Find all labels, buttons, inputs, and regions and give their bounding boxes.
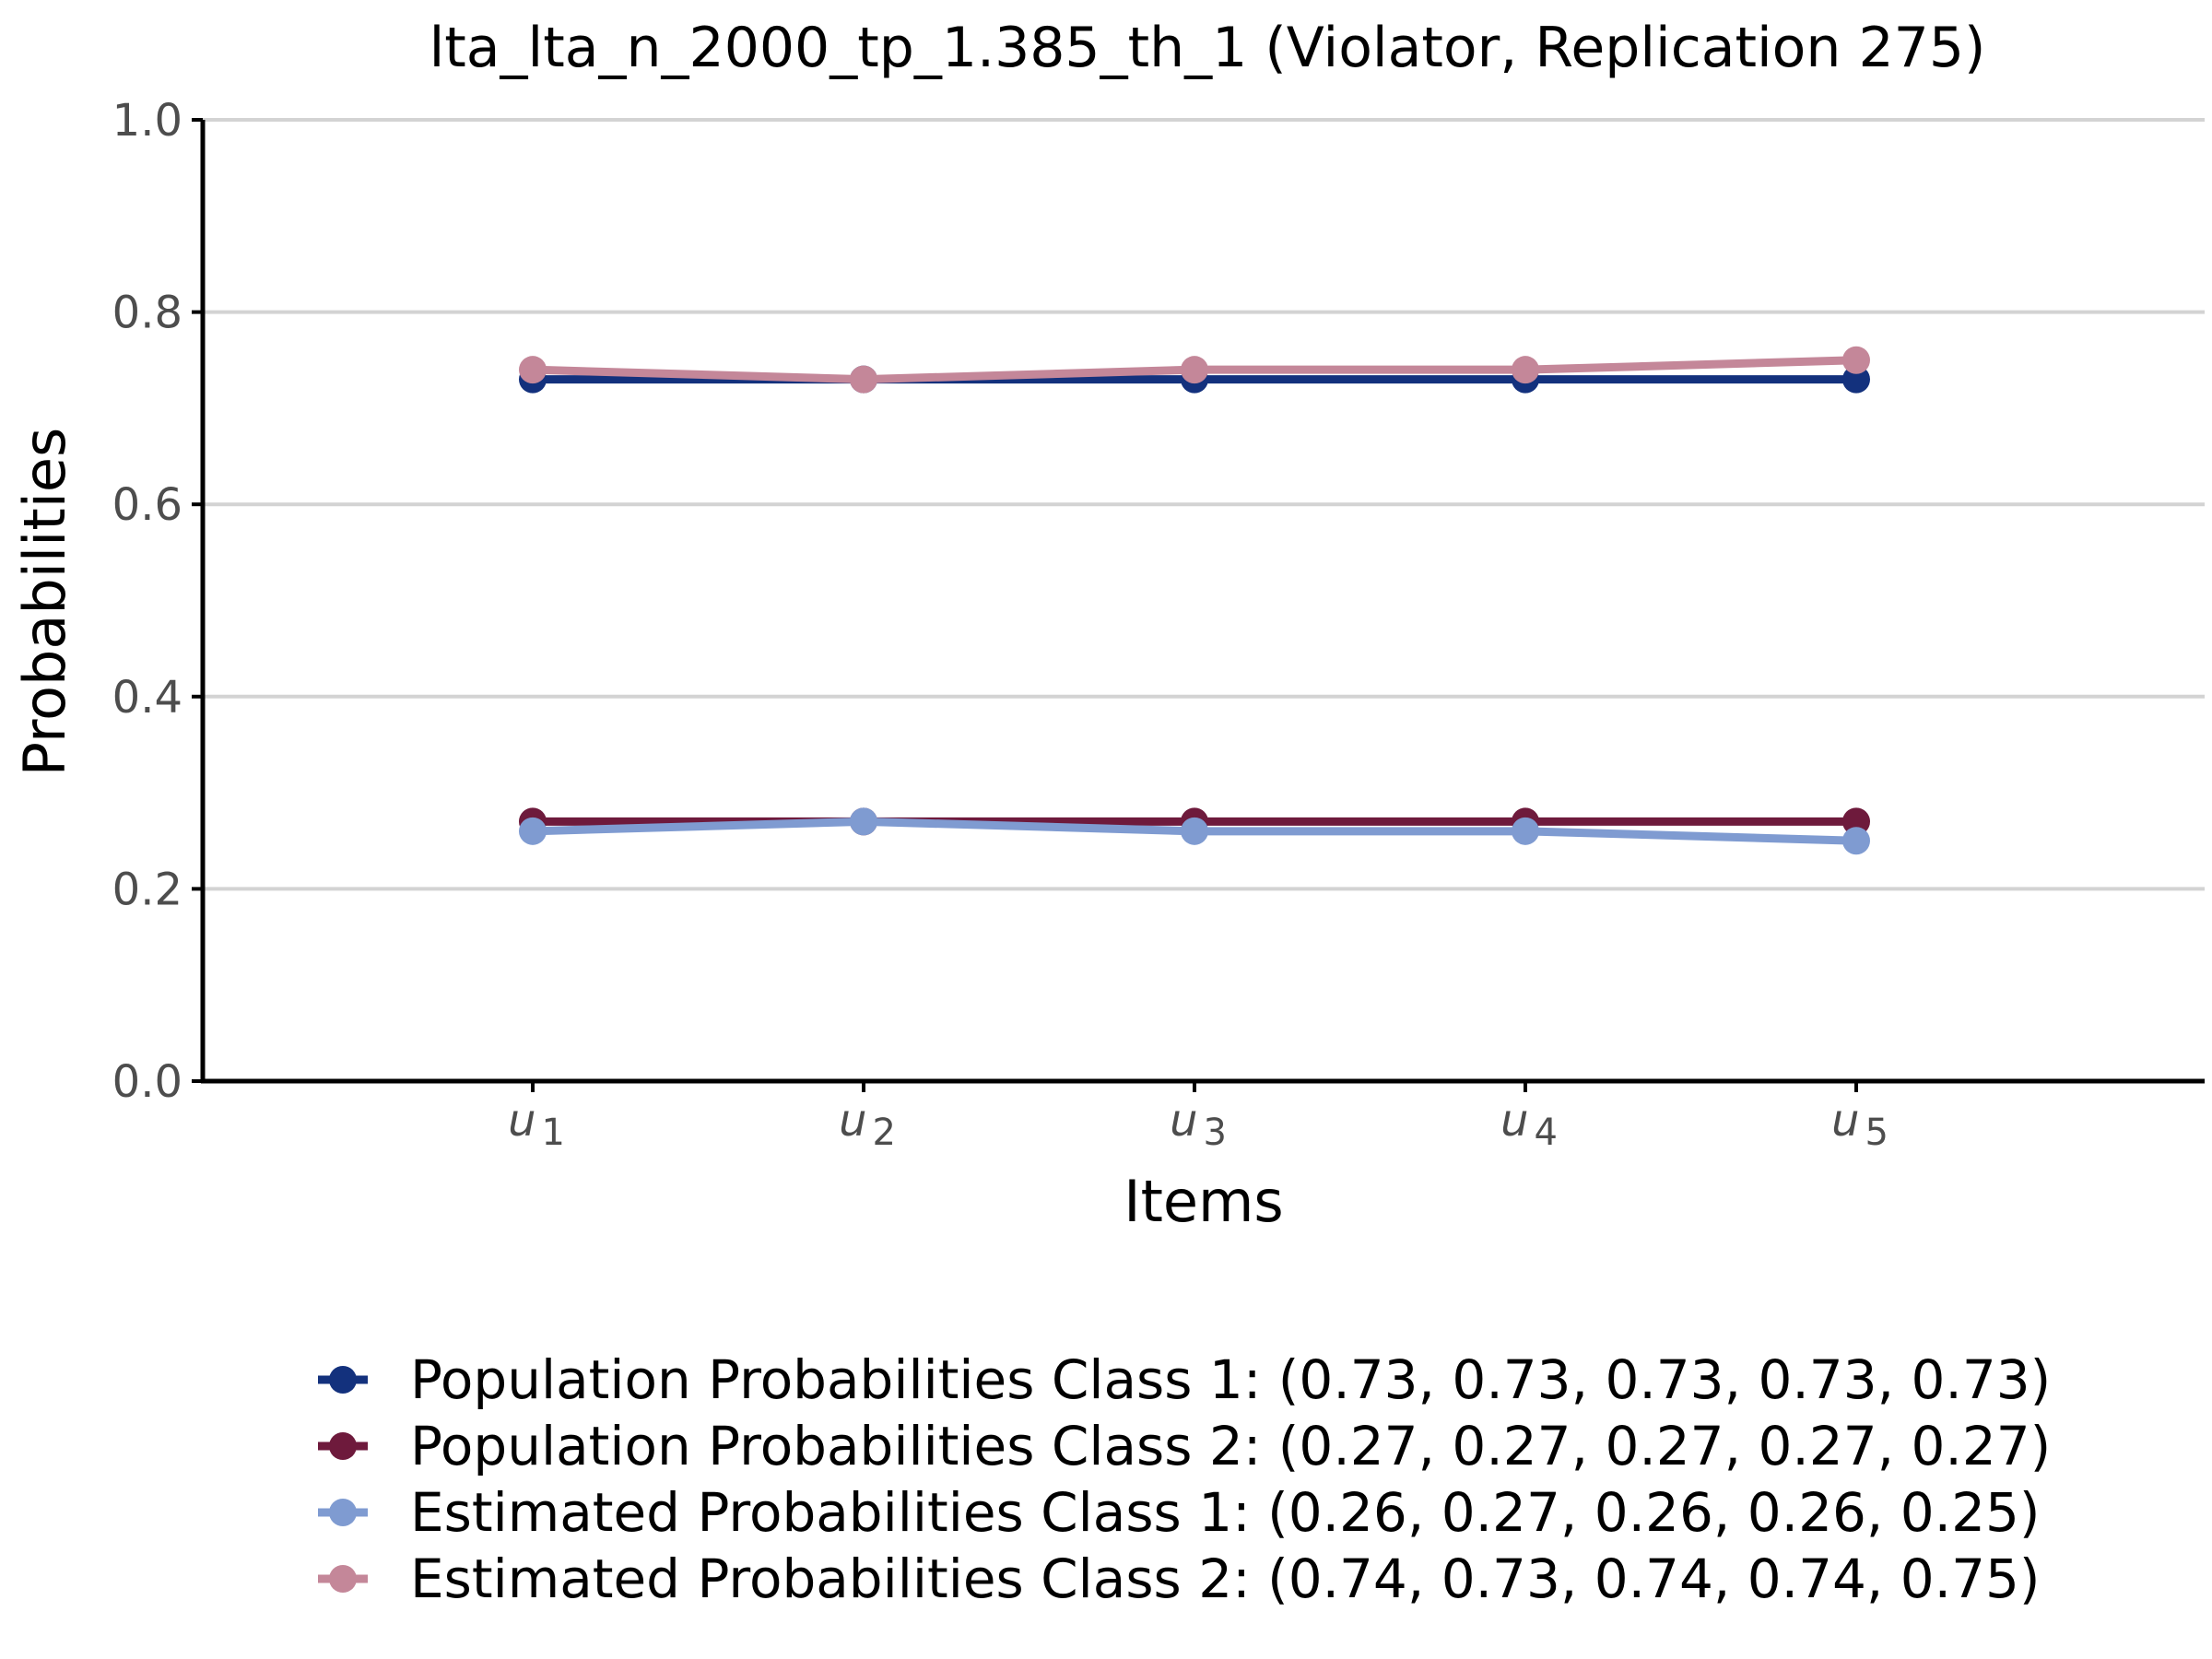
legend-item: Estimated Probabilities Class 2: (0.74, … <box>318 1547 2041 1610</box>
data-point <box>1181 817 1208 845</box>
y-tick-label: 0.4 <box>112 672 182 724</box>
gridlines <box>203 118 2205 891</box>
data-point <box>1512 817 1539 845</box>
y-tick-label: 0.6 <box>112 479 182 531</box>
series-3 <box>519 807 1870 855</box>
x-tick-subscript: 5 <box>1865 1112 1888 1154</box>
y-tick-label: 0.0 <box>112 1056 182 1108</box>
data-point <box>519 356 547 384</box>
data-point <box>850 365 877 394</box>
x-tick-subscript: 4 <box>1534 1112 1557 1154</box>
legend-item: Population Probabilities Class 2: (0.27,… <box>318 1415 2051 1477</box>
x-tick-base: u <box>508 1095 535 1147</box>
data-point <box>1842 346 1870 374</box>
chart-title: lta_lta_n_2000_tp_1.385_th_1 (Violator, … <box>429 16 1986 80</box>
x-axis-title: Items <box>1124 1168 1283 1235</box>
legend-label: Population Probabilities Class 2: (0.27,… <box>410 1415 2051 1477</box>
legend-key-point <box>329 1499 357 1526</box>
data-point <box>1181 356 1208 384</box>
x-tick-subscript: 3 <box>1203 1112 1226 1154</box>
y-tick-label: 1.0 <box>112 95 182 147</box>
y-tick-label: 0.2 <box>112 864 182 915</box>
y-tick-label: 0.8 <box>112 288 182 339</box>
legend-key-point <box>329 1565 357 1593</box>
data-point <box>519 817 547 845</box>
data-point <box>1512 356 1539 384</box>
legend-label: Population Probabilities Class 1: (0.73,… <box>410 1348 2051 1411</box>
x-tick-base: u <box>1170 1095 1197 1147</box>
x-tick-base: u <box>1831 1095 1859 1147</box>
legend-label: Estimated Probabilities Class 2: (0.74, … <box>410 1547 2041 1610</box>
data-point <box>850 807 877 836</box>
data-point <box>1842 827 1870 855</box>
legend-key-point <box>329 1432 357 1460</box>
y-axis-title: Probabilities <box>11 428 78 777</box>
legend-item: Population Probabilities Class 1: (0.73,… <box>318 1348 2051 1411</box>
x-tick-subscript: 2 <box>872 1112 895 1154</box>
y-axis-ticks: 0.0 0.2 0.4 0.6 0.8 1.0 <box>112 95 203 1108</box>
data-point <box>1842 807 1870 836</box>
series-layer <box>519 346 1870 855</box>
legend-item: Estimated Probabilities Class 1: (0.26, … <box>318 1481 2041 1544</box>
legend-label: Estimated Probabilities Class 1: (0.26, … <box>410 1481 2041 1544</box>
x-tick-subscript: 1 <box>541 1112 564 1154</box>
series-4 <box>519 346 1870 394</box>
legend-key-point <box>329 1366 357 1394</box>
x-tick-base: u <box>1500 1095 1528 1147</box>
data-point <box>1842 365 1870 394</box>
x-tick-base: u <box>839 1095 866 1147</box>
legend: Population Probabilities Class 1: (0.73,… <box>318 1348 2051 1610</box>
